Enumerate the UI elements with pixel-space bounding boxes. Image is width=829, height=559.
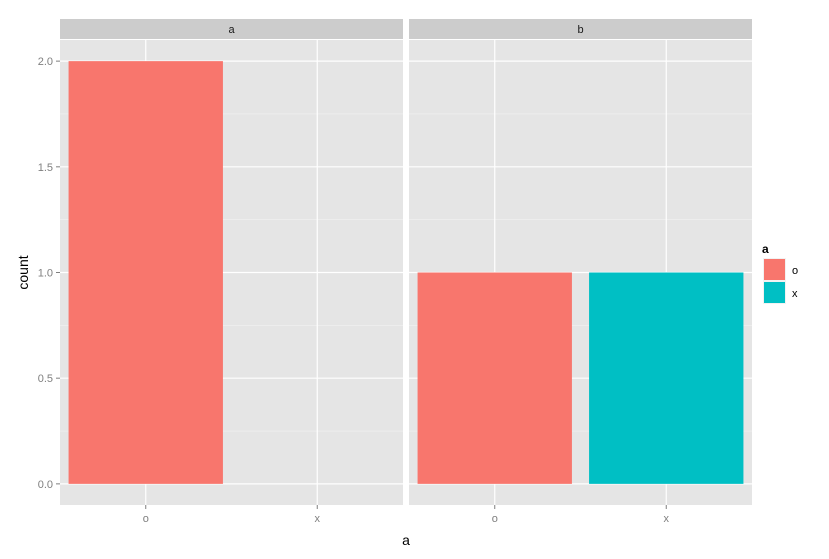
bar-b-x	[589, 272, 744, 484]
legend-label: x	[792, 288, 798, 300]
legend-label: o	[792, 265, 798, 277]
x-axis-title: a	[402, 532, 410, 548]
legend-title: a	[762, 242, 769, 256]
x-tick-label: x	[315, 513, 321, 525]
facet-strip-a	[60, 19, 403, 39]
y-tick-label: 1.0	[38, 268, 53, 280]
facet-strip-label: b	[577, 24, 583, 36]
y-tick-label: 1.5	[38, 162, 53, 174]
facet-strip-label: a	[228, 24, 235, 36]
bar-b-o	[417, 272, 572, 484]
facet-strip-b	[409, 19, 752, 39]
legend-key-o	[764, 259, 785, 280]
y-tick-label: 0.5	[38, 373, 53, 385]
y-tick-label: 2.0	[38, 56, 53, 68]
y-axis-title: count	[15, 255, 31, 289]
bar-a-o	[68, 61, 223, 484]
x-tick-label: o	[143, 513, 149, 525]
x-tick-label: o	[492, 513, 498, 525]
legend-key-x	[764, 282, 785, 303]
y-tick-label: 0.0	[38, 479, 53, 491]
x-tick-label: x	[664, 513, 670, 525]
